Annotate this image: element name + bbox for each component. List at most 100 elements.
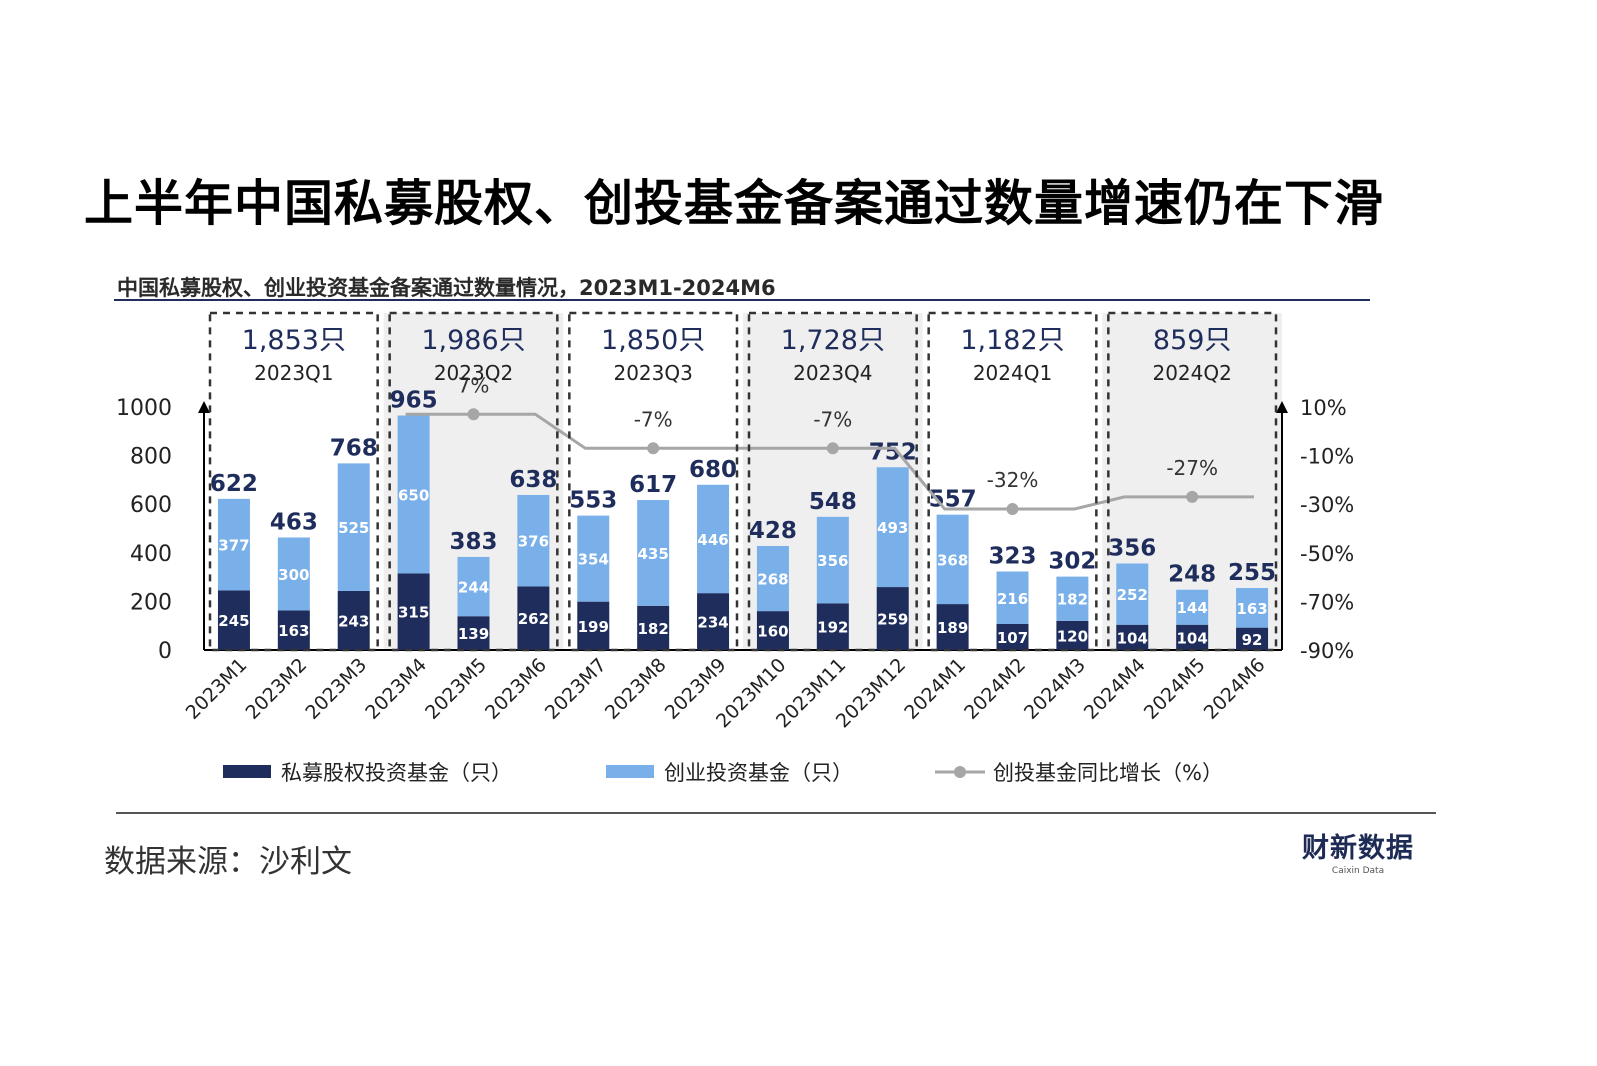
bar-pe-label: 315 xyxy=(398,604,429,622)
bar-total-label: 548 xyxy=(809,489,857,515)
bar-vc xyxy=(697,484,730,594)
bar-pe xyxy=(217,590,250,650)
bar-pe-label: 160 xyxy=(757,623,788,641)
left-axis-tick-label: 200 xyxy=(130,590,172,615)
bar-total-label: 383 xyxy=(449,529,497,555)
x-axis-tick-label: 2024M2 xyxy=(960,654,1030,724)
bar-pe xyxy=(996,623,1029,650)
bar-total-label: 302 xyxy=(1048,549,1096,575)
bar-vc xyxy=(217,498,250,591)
bar-pe xyxy=(397,573,430,650)
quarter-total: 1,728只 xyxy=(781,325,885,356)
legend-label-vc: 创业投资基金（只） xyxy=(664,761,853,785)
bar-vc xyxy=(876,467,909,588)
bar-vc-label: 493 xyxy=(877,519,908,537)
chart-subtitle: 中国私募股权、创业投资基金备案通过数量情况，2023M1-2024M6 xyxy=(117,276,776,300)
quarter-box xyxy=(927,311,1098,652)
bar-vc xyxy=(397,415,430,574)
bar-vc xyxy=(936,514,969,605)
bar-pe-label: 259 xyxy=(877,611,908,629)
data-source: 数据来源：沙利文 xyxy=(104,844,352,880)
right-axis-tick-label: -90% xyxy=(1300,639,1354,663)
bar-vc xyxy=(1056,576,1089,621)
bar-pe-label: 120 xyxy=(1057,627,1088,645)
bar-total-label: 622 xyxy=(210,471,258,497)
quarter-total: 1,853只 xyxy=(242,325,346,356)
right-axis-tick-label: 10% xyxy=(1300,396,1347,420)
growth-marker xyxy=(826,442,839,455)
quarter-box xyxy=(1107,311,1278,652)
bar-pe-label: 104 xyxy=(1177,629,1208,647)
bar-pe xyxy=(577,601,610,650)
bar-total-label: 428 xyxy=(749,518,797,544)
bar-total-label: 680 xyxy=(689,457,737,483)
bar-vc xyxy=(996,571,1029,624)
bar-vc-label: 650 xyxy=(398,486,429,504)
x-axis-tick-label: 2023M1 xyxy=(182,654,252,724)
bar-vc xyxy=(1236,588,1269,628)
right-axis-arrow xyxy=(1276,401,1288,413)
bar-total-label: 965 xyxy=(390,388,438,414)
bar-pe xyxy=(277,610,310,650)
bar-pe xyxy=(936,604,969,650)
caixin-data-logo: 财新数据 Caixin Data xyxy=(1288,826,1428,876)
bar-total-label: 248 xyxy=(1168,562,1216,588)
bar-pe xyxy=(1236,627,1269,650)
bar-vc-label: 354 xyxy=(578,551,609,569)
quarter-box xyxy=(747,311,918,652)
bar-vc xyxy=(816,516,849,604)
growth-marker xyxy=(647,442,660,455)
bar-total-label: 323 xyxy=(988,544,1036,570)
bar-total-label: 463 xyxy=(270,509,318,535)
bar-vc xyxy=(517,494,550,587)
bar-vc-label: 377 xyxy=(218,537,249,555)
x-axis-tick-label: 2023M5 xyxy=(421,654,491,724)
bar-vc-label: 163 xyxy=(1236,600,1267,618)
legend-label-growth: 创投基金同比增长（%） xyxy=(993,761,1223,785)
bar-vc xyxy=(1116,563,1149,625)
legend-swatch-vc xyxy=(606,765,654,778)
bar-vc xyxy=(577,515,610,602)
bar-total-label: 356 xyxy=(1108,535,1156,561)
bar-vc-label: 376 xyxy=(518,533,549,551)
quarter-box xyxy=(208,311,379,652)
quarter-total: 1,986只 xyxy=(421,325,525,356)
bar-total-label: 638 xyxy=(509,467,557,493)
growth-marker xyxy=(467,408,480,421)
quarter-total: 859只 xyxy=(1153,325,1232,356)
growth-label: -7% xyxy=(634,407,673,431)
bar-pe-label: 139 xyxy=(458,625,489,643)
bar-pe xyxy=(637,605,670,650)
x-axis-tick-label: 2024M6 xyxy=(1200,654,1270,724)
bar-total-label: 255 xyxy=(1228,560,1276,586)
growth-label: 7% xyxy=(458,373,490,397)
left-axis-tick-label: 800 xyxy=(130,445,172,470)
bar-pe xyxy=(1116,624,1149,650)
x-axis-tick-label: 2024M1 xyxy=(900,654,970,724)
x-axis-tick-label: 2023M2 xyxy=(241,654,311,724)
bar-vc-label: 356 xyxy=(817,552,848,570)
left-axis-tick-label: 0 xyxy=(158,639,172,664)
bar-pe-label: 182 xyxy=(638,620,669,638)
bar-pe xyxy=(1056,620,1089,650)
bar-vc xyxy=(756,545,789,612)
bar-pe-label: 234 xyxy=(697,614,728,632)
bar-pe xyxy=(756,611,789,650)
bar-pe-label: 192 xyxy=(817,619,848,637)
bar-vc-label: 216 xyxy=(997,590,1028,608)
right-axis-tick-label: -70% xyxy=(1300,590,1354,614)
bar-vc-label: 300 xyxy=(278,566,309,584)
bar-vc-label: 368 xyxy=(937,551,968,569)
bar-pe-label: 92 xyxy=(1242,631,1263,649)
x-axis-tick-label: 2023M6 xyxy=(481,654,551,724)
right-axis-tick-label: -50% xyxy=(1300,542,1354,566)
bar-pe-label: 163 xyxy=(278,622,309,640)
legend-marker-growth xyxy=(954,766,966,778)
bar-pe-label: 107 xyxy=(997,629,1028,647)
quarter-box xyxy=(388,311,559,652)
growth-label: -27% xyxy=(1166,456,1218,480)
logo-subtext: Caixin Data xyxy=(1331,866,1385,876)
bar-pe-label: 104 xyxy=(1117,629,1148,647)
quarter-label: 2023Q3 xyxy=(613,361,692,385)
